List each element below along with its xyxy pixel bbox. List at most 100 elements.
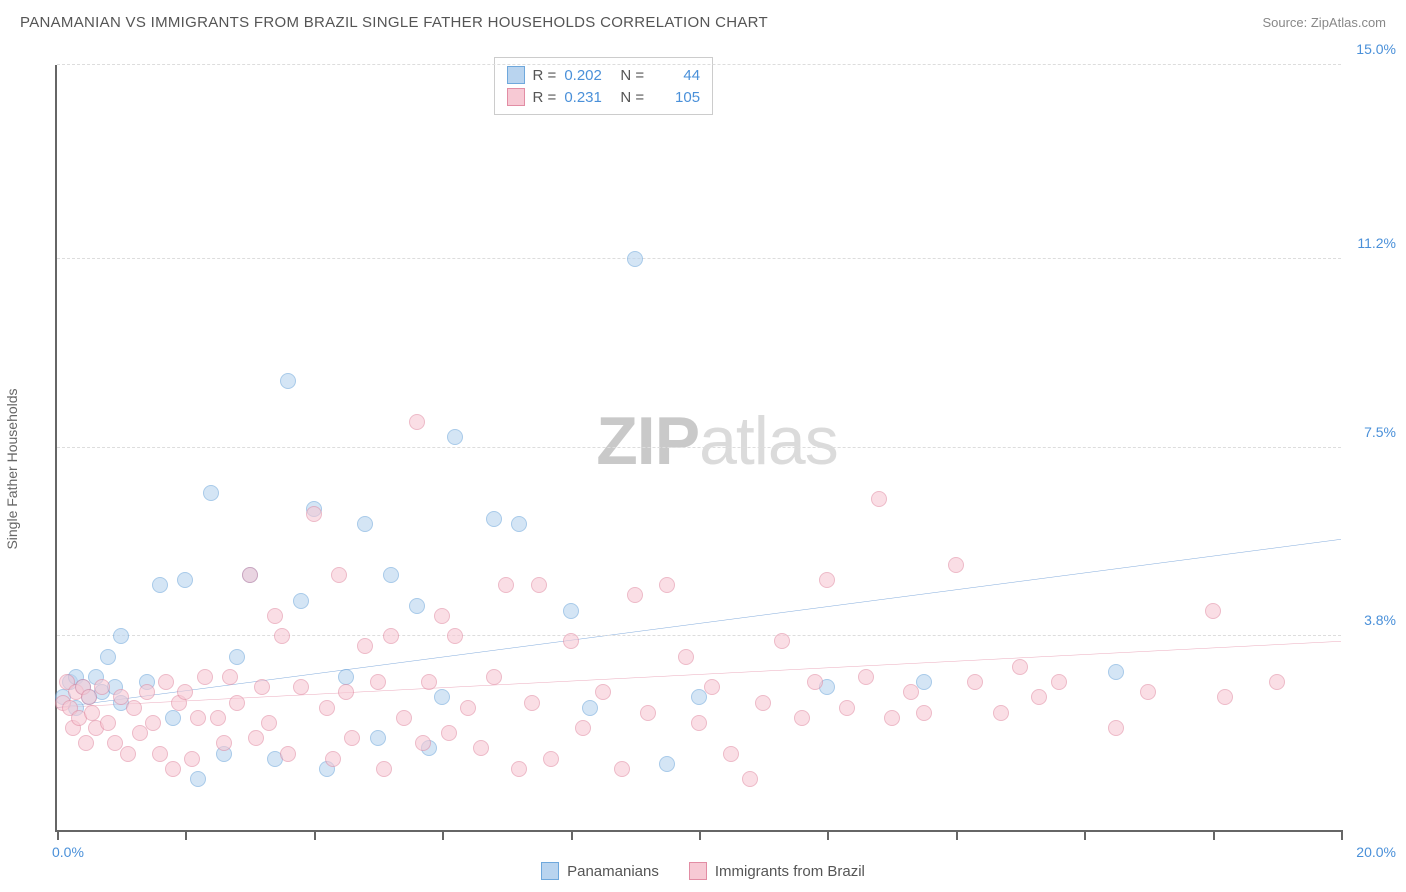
x-tick (1213, 830, 1215, 840)
y-tick-label: 3.8% (1364, 612, 1396, 628)
data-point (486, 669, 502, 685)
data-point (967, 674, 983, 690)
watermark: ZIPatlas (596, 402, 837, 480)
x-axis-end-label: 20.0% (1356, 844, 1396, 860)
legend-swatch (507, 88, 525, 106)
data-point (1108, 720, 1124, 736)
data-point (306, 506, 322, 522)
data-point (280, 746, 296, 762)
data-point (993, 705, 1009, 721)
chart-container: Single Father Households ZIPatlas R =0.2… (0, 45, 1406, 892)
data-point (177, 572, 193, 588)
data-point (409, 598, 425, 614)
data-point (274, 628, 290, 644)
gridline (57, 635, 1341, 636)
data-point (383, 628, 399, 644)
data-point (704, 679, 720, 695)
n-value: 44 (652, 67, 700, 84)
x-axis-start-label: 0.0% (52, 844, 84, 860)
data-point (486, 511, 502, 527)
data-point (884, 710, 900, 726)
data-point (331, 567, 347, 583)
data-point (447, 628, 463, 644)
data-point (614, 761, 630, 777)
chart-title: PANAMANIAN VS IMMIGRANTS FROM BRAZIL SIN… (20, 14, 768, 31)
data-point (190, 710, 206, 726)
data-point (293, 593, 309, 609)
data-point (229, 695, 245, 711)
data-point (916, 674, 932, 690)
x-tick (57, 830, 59, 840)
data-point (1031, 689, 1047, 705)
y-tick-label: 7.5% (1364, 424, 1396, 440)
data-point (691, 715, 707, 731)
plot-area: ZIPatlas R =0.202N =44R =0.231N =105 0.0… (55, 65, 1341, 832)
gridline (57, 447, 1341, 448)
x-tick (571, 830, 573, 840)
source-attribution: Source: ZipAtlas.com (1262, 15, 1386, 30)
data-point (524, 695, 540, 711)
data-point (242, 567, 258, 583)
data-point (152, 577, 168, 593)
data-point (434, 608, 450, 624)
data-point (627, 251, 643, 267)
data-point (678, 649, 694, 665)
data-point (357, 516, 373, 532)
data-point (210, 710, 226, 726)
data-point (1217, 689, 1233, 705)
data-point (113, 628, 129, 644)
legend-label: Immigrants from Brazil (715, 863, 865, 880)
y-tick-label: 15.0% (1356, 41, 1396, 57)
r-label: R = (533, 89, 557, 106)
gridline (57, 258, 1341, 259)
x-tick (699, 830, 701, 840)
data-point (723, 746, 739, 762)
data-point (254, 679, 270, 695)
data-point (563, 603, 579, 619)
stats-row: R =0.231N =105 (507, 86, 701, 108)
data-point (158, 674, 174, 690)
data-point (383, 567, 399, 583)
data-point (794, 710, 810, 726)
data-point (376, 761, 392, 777)
trend-line (57, 539, 1341, 707)
n-value: 105 (652, 89, 700, 106)
data-point (145, 715, 161, 731)
x-tick (827, 830, 829, 840)
data-point (903, 684, 919, 700)
data-point (120, 746, 136, 762)
data-point (325, 751, 341, 767)
data-point (293, 679, 309, 695)
data-point (659, 577, 675, 593)
x-tick (442, 830, 444, 840)
data-point (948, 557, 964, 573)
data-point (396, 710, 412, 726)
data-point (357, 638, 373, 654)
data-point (627, 587, 643, 603)
data-point (640, 705, 656, 721)
data-point (222, 669, 238, 685)
data-point (659, 756, 675, 772)
data-point (742, 771, 758, 787)
data-point (409, 414, 425, 430)
data-point (78, 735, 94, 751)
x-tick (185, 830, 187, 840)
x-tick (1341, 830, 1343, 840)
data-point (575, 720, 591, 736)
stats-row: R =0.202N =44 (507, 64, 701, 86)
x-tick (314, 830, 316, 840)
data-point (126, 700, 142, 716)
data-point (434, 689, 450, 705)
data-point (216, 735, 232, 751)
data-point (807, 674, 823, 690)
r-label: R = (533, 67, 557, 84)
chart-header: PANAMANIAN VS IMMIGRANTS FROM BRAZIL SIN… (0, 0, 1406, 41)
y-axis-label: Single Father Households (4, 388, 20, 549)
data-point (94, 679, 110, 695)
y-tick-label: 11.2% (1357, 235, 1396, 251)
data-point (582, 700, 598, 716)
data-point (165, 710, 181, 726)
data-point (441, 725, 457, 741)
legend-swatch (541, 862, 559, 880)
data-point (338, 669, 354, 685)
